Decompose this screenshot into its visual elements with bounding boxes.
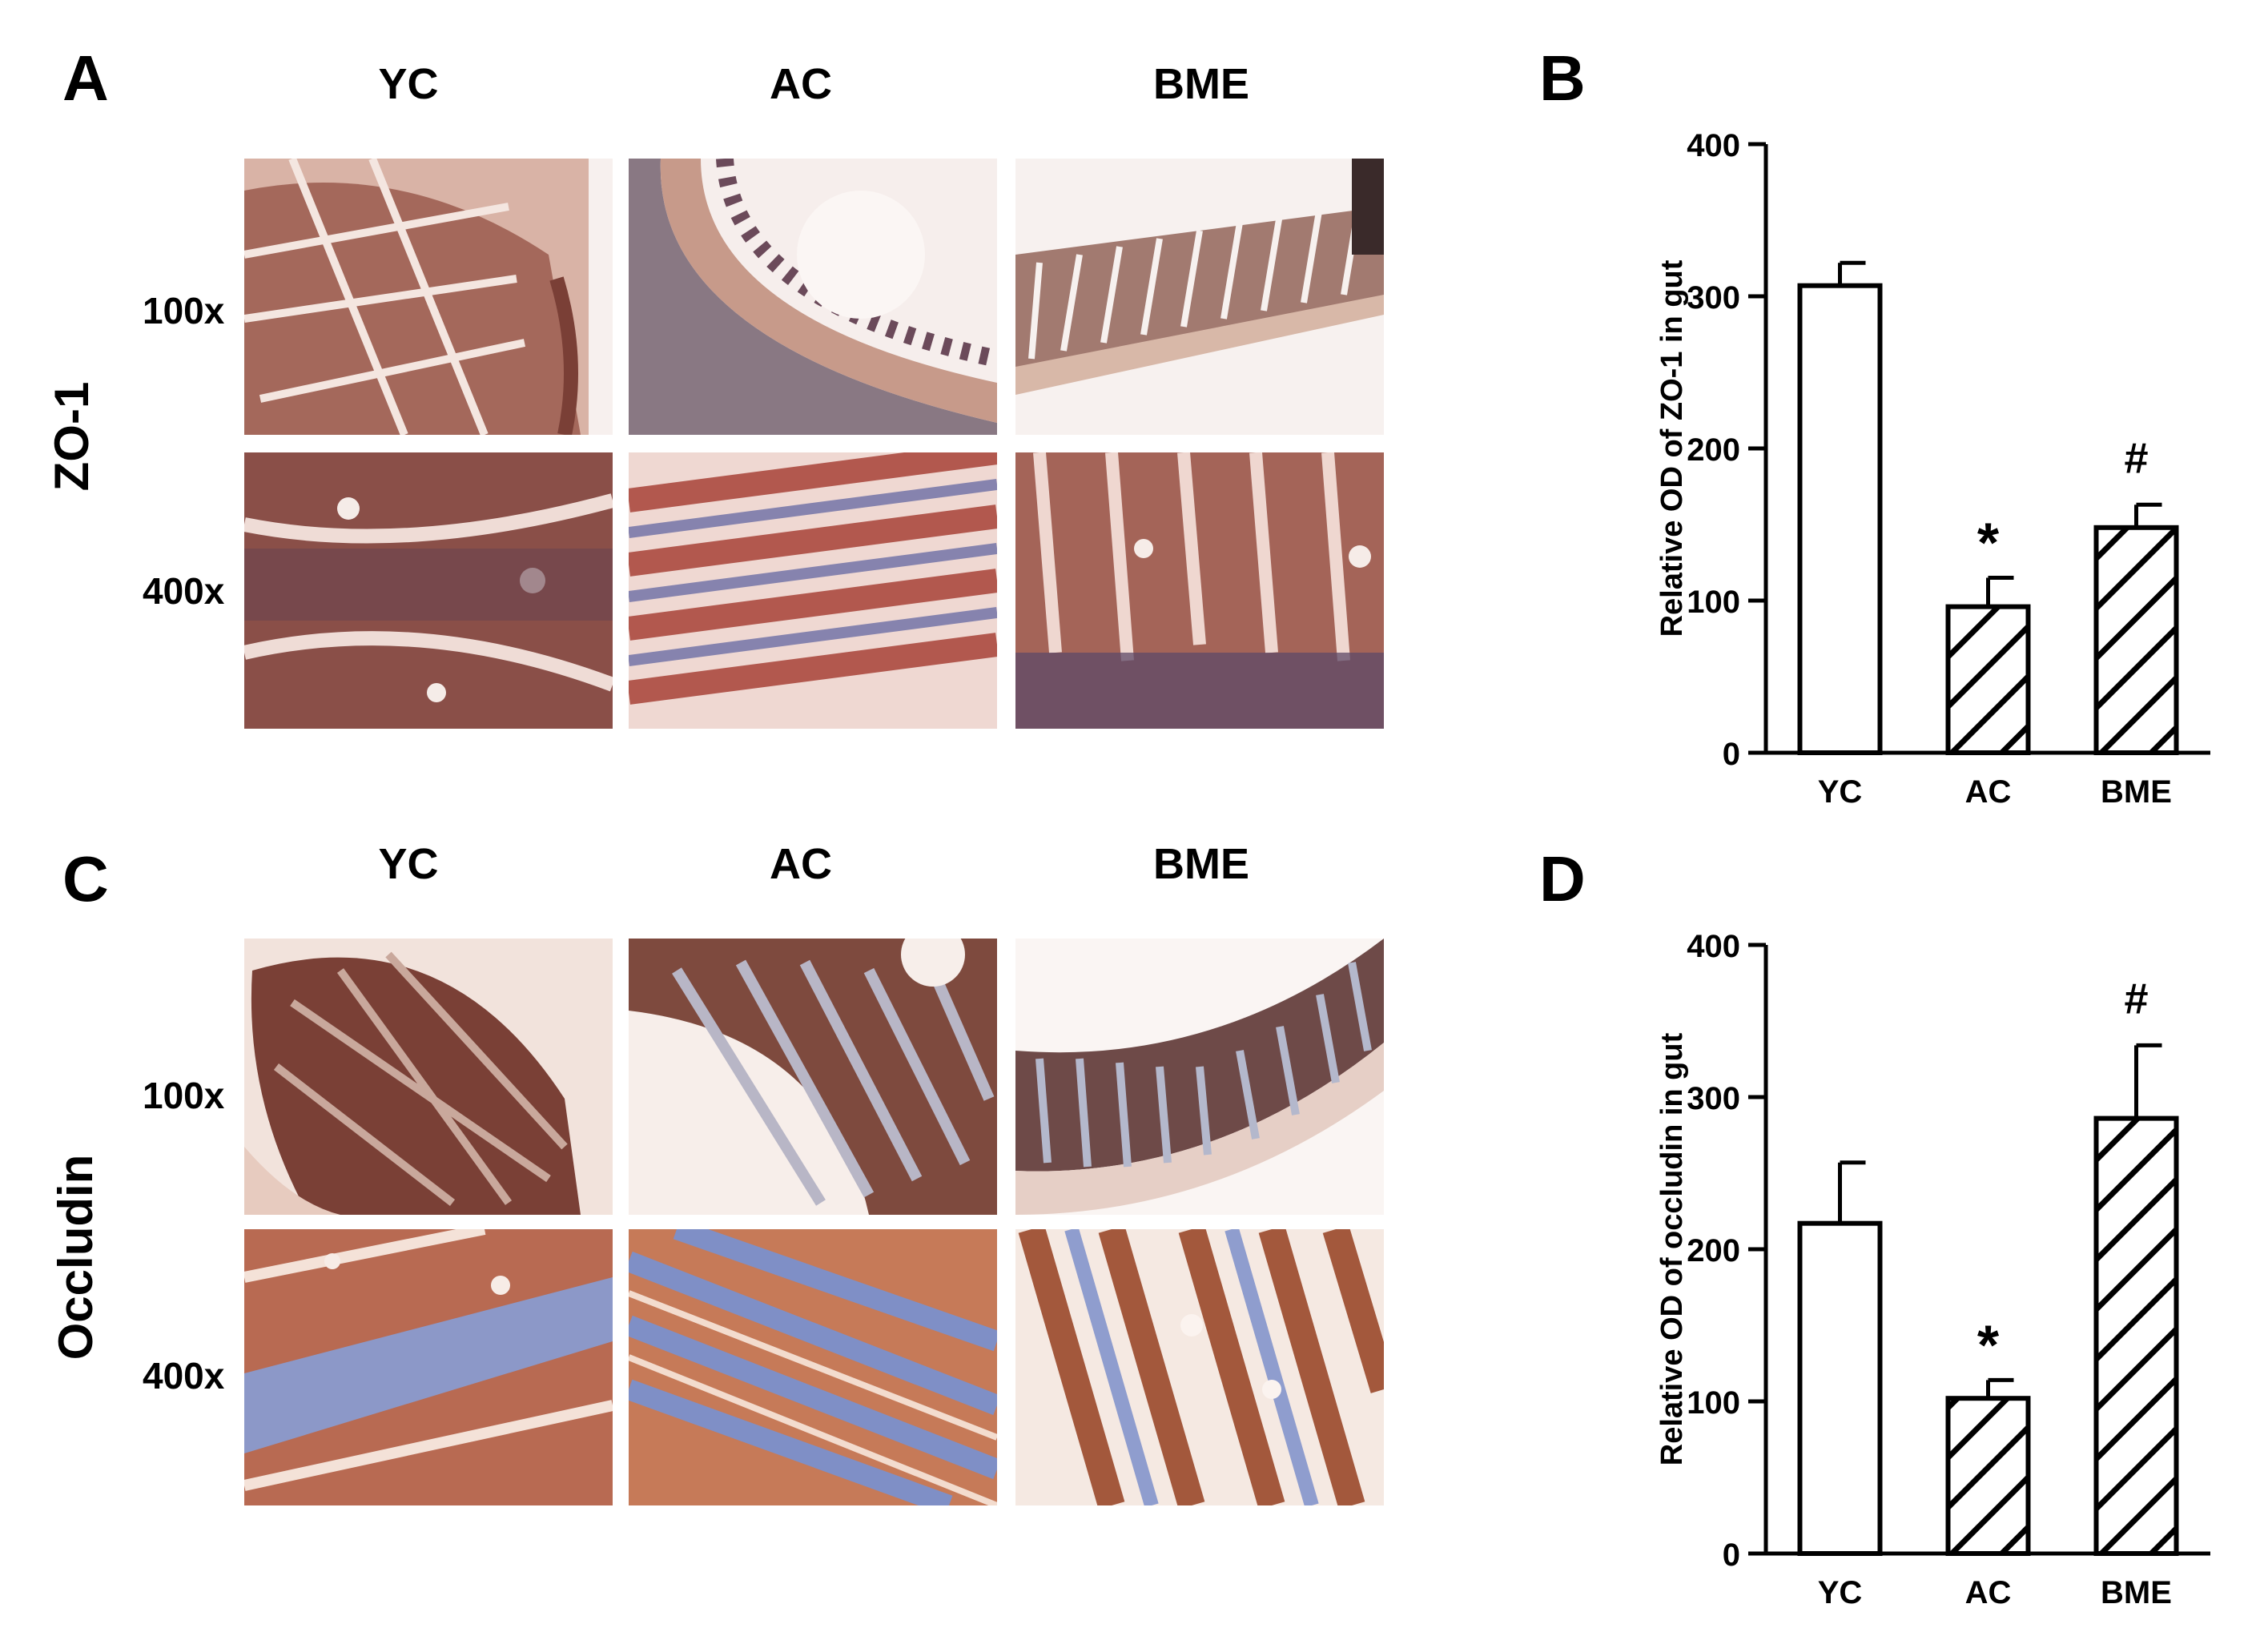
x-tick-label-ac: AC: [1965, 1575, 2012, 1610]
panel-letter-c: C: [62, 843, 109, 914]
micrograph-zo1-bme-100x: [1015, 159, 1384, 435]
column-label-bme: BME: [1153, 60, 1249, 108]
bar-bme: [2093, 1115, 2179, 1557]
x-tick-label-yc: YC: [1818, 774, 1863, 810]
y-tick-label: 100: [1687, 1385, 1740, 1421]
micrograph-occludin-bme-100x: [1015, 939, 1384, 1215]
bar-ac: [1945, 1396, 2031, 1557]
significance-mark-bme: #: [2124, 434, 2148, 482]
y-axis-label: Relative OD of ZO-1 in gut: [1655, 259, 1689, 637]
y-axis-label: Relative OD of occludin in gut: [1655, 1032, 1689, 1465]
significance-mark-ac: *: [1977, 1313, 2000, 1376]
magnification-400x: 400x: [143, 1355, 225, 1397]
micrograph-zo1-yc-100x: [244, 159, 613, 435]
significance-mark-ac: *: [1977, 512, 2000, 574]
column-label-ac: AC: [770, 60, 832, 108]
y-tick-label: 400: [1687, 929, 1740, 964]
y-tick-label: 300: [1687, 280, 1740, 316]
column-label-yc: YC: [378, 60, 439, 108]
row-label-zo1: ZO-1: [45, 381, 99, 492]
panel-letter-b: B: [1539, 42, 1586, 114]
micrograph-zo1-ac-400x: [629, 452, 997, 729]
x-tick-label-ac: AC: [1965, 774, 2012, 810]
magnification-100x: 100x: [143, 290, 225, 332]
y-tick-label: 0: [1723, 737, 1740, 772]
micrograph-zo1-yc-400x: [244, 452, 613, 729]
chart-occludin: 0 100 200 300 400 Relative OD of occludin in …: [1655, 929, 2210, 1610]
column-label-yc: YC: [378, 840, 439, 888]
y-tick-label: 200: [1687, 1233, 1740, 1268]
y-tick-label: 400: [1687, 128, 1740, 163]
magnification-100x: 100x: [143, 1075, 225, 1116]
micrograph-occludin-ac-100x: [629, 939, 997, 1215]
x-tick-label-bme: BME: [2101, 1575, 2172, 1610]
column-label-bme: BME: [1153, 840, 1249, 888]
micrograph-zo1-bme-400x: [1015, 452, 1384, 729]
bar-yc: [1797, 283, 1883, 755]
panel-letter-d: D: [1539, 843, 1586, 914]
micrograph-occludin-bme-400x: [1015, 1229, 1384, 1505]
micrograph-zo1-ac-100x: [629, 159, 997, 435]
y-tick-label: 0: [1723, 1538, 1740, 1573]
row-label-occludin: Occludin: [49, 1154, 103, 1361]
panel-letter-a: A: [62, 42, 109, 114]
bar-yc: [1797, 1220, 1883, 1556]
micrograph-occludin-ac-400x: [629, 1229, 997, 1505]
y-tick-label: 300: [1687, 1081, 1740, 1116]
significance-mark-bme: #: [2124, 975, 2148, 1023]
bar-ac: [1945, 604, 2031, 755]
micrograph-occludin-yc-100x: [244, 939, 613, 1215]
column-label-ac: AC: [770, 840, 832, 888]
micrograph-occludin-yc-400x: [244, 1229, 613, 1505]
magnification-400x: 400x: [143, 570, 225, 612]
x-tick-label-yc: YC: [1818, 1575, 1863, 1610]
chart-zo1: 0 100 200 300 400 Relative OD of ZO-1 in gut Y…: [1655, 128, 2210, 810]
y-tick-label: 100: [1687, 585, 1740, 620]
bar-bme: [2093, 525, 2179, 755]
x-tick-label-bme: BME: [2101, 774, 2172, 810]
y-tick-label: 200: [1687, 432, 1740, 468]
